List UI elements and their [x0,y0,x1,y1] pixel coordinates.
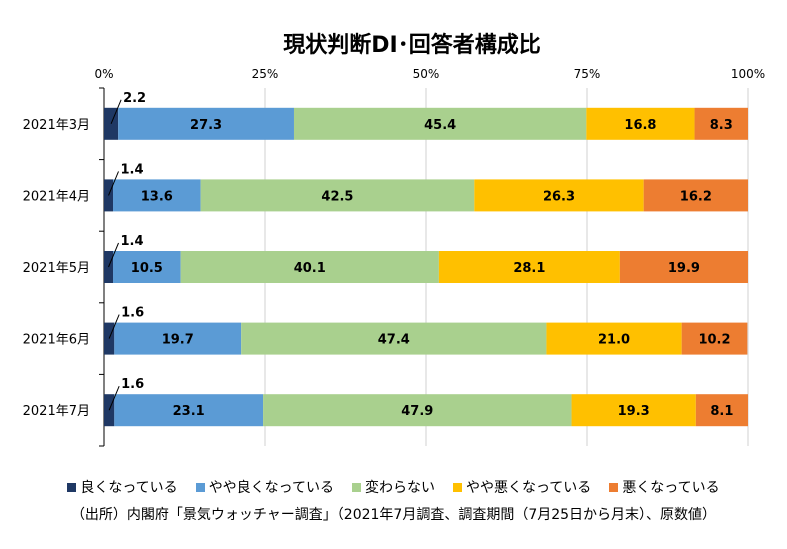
data-label: 10.5 [131,261,163,276]
legend-item: 変わらない [352,477,435,497]
x-tick-label: 0% [94,67,113,81]
leader-line [110,99,122,124]
data-label: 2.2 [123,91,146,106]
source-note: （出所）内閣府「景気ウォッチャー調査」（2021年7月調査、調査期間（7月25日… [70,507,717,523]
legend-swatch [352,482,361,492]
bar-segment [114,394,264,427]
bar-segment [619,251,748,283]
bar-segment [113,179,201,212]
data-label: 45.4 [424,118,456,133]
legend-item: やや悪くなっている [453,477,591,497]
data-label: 1.6 [121,306,144,321]
data-label: 19.3 [618,404,650,419]
data-label: 16.2 [680,189,712,204]
legend-label: 悪くなっている [622,480,720,496]
legend: 良くなっている やや良くなっている 変わらない やや悪くなっている 悪くなっている [0,477,787,497]
leader-line [108,314,120,339]
leader-line [108,386,120,411]
bar-segment [118,107,294,140]
bar-segment [546,322,682,355]
category-label: 2021年5月 [23,261,90,276]
legend-item: 良くなっている [67,477,178,497]
data-label: 42.5 [321,189,353,204]
data-label: 47.4 [378,333,410,348]
category-axis: 2021年3月 2021年4月 2021年5月 2021年6月 2021年7月 [23,87,104,447]
bar-segment [104,179,114,212]
bar-segment [586,107,695,140]
bar-segment [438,251,620,283]
legend-label: やや悪くなっている [466,480,592,496]
category-label: 2021年7月 [23,404,90,419]
data-label: 21.0 [598,333,630,348]
data-label: 28.1 [513,261,545,276]
bars [104,107,748,427]
leader-line [108,171,119,196]
data-label: 26.3 [543,189,575,204]
data-label: 1.6 [121,377,144,392]
bar-segment [293,107,587,140]
legend-swatch [195,482,205,492]
bar-segment [571,394,696,427]
data-label: 23.1 [173,404,205,419]
bar-segment [695,394,748,427]
data-labels: 2.2 27.3 45.4 16.8 8.3 1.4 13.6 42.5 26.3 16.2 1.4… [108,91,733,419]
legend-label: やや良くなっている [208,480,334,496]
category-label: 2021年4月 [23,189,90,204]
x-tick-label: 100% [731,67,765,81]
bar-segment [114,322,242,355]
legend-label: 変わらない [365,480,435,496]
legend-label: 良くなっている [80,480,178,496]
chart-title: 現状判断DI･回答者構成比 [283,32,540,58]
data-label: 13.6 [141,189,173,204]
legend-item: 悪くなっている [609,477,720,497]
category-label: 2021年3月 [23,118,90,133]
leader-line [108,242,119,268]
legend-swatch [67,482,77,492]
bar-segment [263,394,572,427]
legend-item: やや良くなっている [195,477,334,497]
bar-segment [113,251,181,283]
data-label: 19.9 [668,261,700,276]
data-label: 40.1 [294,261,326,276]
data-label: 8.1 [710,404,733,419]
data-label: 47.9 [401,404,433,419]
data-label: 16.8 [624,118,656,133]
bar-segment [681,322,748,355]
data-label: 1.4 [121,234,144,249]
x-axis-ticks: 0% 25% 50% 75% 100% [94,67,765,81]
bar-segment [200,179,475,212]
data-label: 1.4 [121,162,144,177]
category-label: 2021年6月 [23,333,90,348]
data-label: 10.2 [698,333,730,348]
data-label: 19.7 [162,333,194,348]
data-label: 8.3 [710,118,733,133]
bar-segment [474,179,644,212]
legend-swatch [453,482,462,492]
bar-segment [104,251,114,283]
bar-segment [180,251,439,283]
bar-segment [694,107,748,140]
legend-swatch [609,482,619,492]
x-tick-label: 75% [574,67,601,81]
bar-segment [643,179,748,212]
bar-segment [241,322,547,355]
x-tick-label: 25% [252,67,279,81]
x-tick-label: 50% [413,67,440,81]
data-label: 27.3 [190,118,222,133]
stacked-bar-chart: 現状判断DI･回答者構成比 0% 25% 50% 75% 100% 2021年3月202… [23,32,765,447]
